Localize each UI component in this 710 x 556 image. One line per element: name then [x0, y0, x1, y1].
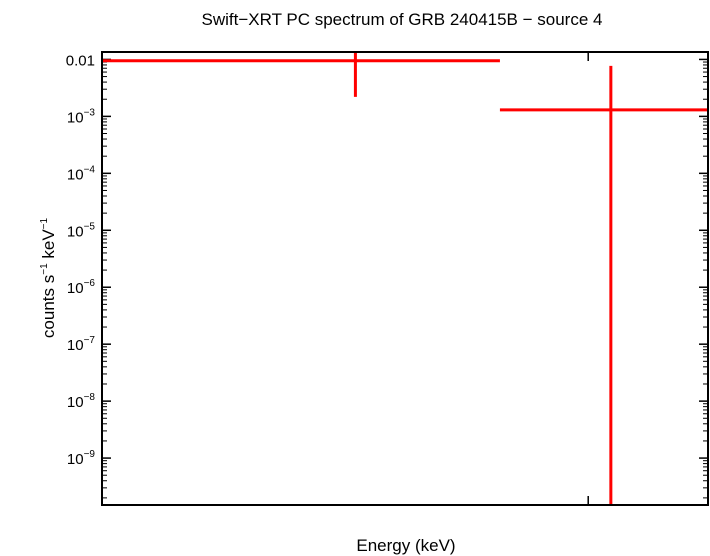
plot-frame [101, 51, 709, 506]
y-axis-label-mid: keV [39, 229, 58, 264]
y-tick-label: 10−7 [67, 335, 96, 354]
y-axis-label-exp1: −1 [39, 263, 50, 275]
data-marks [102, 52, 708, 505]
y-tick-label: 10−5 [67, 221, 96, 240]
y-tick-label: 10−9 [67, 449, 96, 468]
y-tick-label: 10−8 [67, 392, 96, 411]
y-tick-label: 10−4 [67, 164, 96, 183]
y-axis-label-main: counts s [39, 275, 58, 338]
y-axis-label-exp2: −1 [39, 217, 50, 229]
svg-text:counts s−1 keV−1: counts s−1 keV−1 [39, 217, 58, 338]
chart-title: Swift−XRT PC spectrum of GRB 240415B − s… [202, 10, 603, 29]
y-tick-label: 10−6 [67, 278, 96, 297]
y-axis-label: counts s−1 keV−1 [39, 217, 58, 338]
y-tick-label: 10−3 [67, 107, 96, 126]
y-tick-label: 0.01 [66, 52, 95, 69]
x-axis-label: Energy (keV) [356, 536, 455, 555]
